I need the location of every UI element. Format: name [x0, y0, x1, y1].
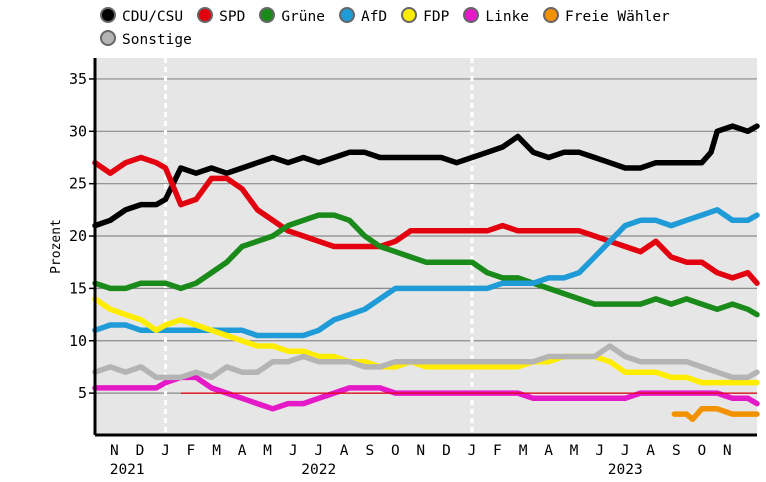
series-line-grüne	[92, 212, 760, 318]
x-tick-label: F	[187, 443, 196, 459]
x-tick-label: A	[340, 443, 349, 459]
legend-swatch	[100, 30, 116, 46]
x-tick-label: J	[595, 443, 604, 459]
x-tick-label: O	[391, 443, 400, 459]
legend-label: Sonstige	[122, 32, 192, 48]
legend-item: Sonstige	[100, 29, 192, 52]
x-tick-label: F	[493, 443, 502, 459]
series-line-fdp	[92, 296, 760, 386]
series	[92, 123, 760, 423]
y-axis-label: Prozent	[49, 219, 64, 274]
x-tick-label: J	[161, 443, 170, 459]
x-tick-label: M	[570, 443, 579, 459]
legend-label: FDP	[423, 9, 450, 25]
x-tick-label: J	[621, 443, 630, 459]
x-tick-label: J	[289, 443, 298, 459]
x-tick-label: M	[212, 443, 221, 459]
year-label: 2023	[608, 462, 643, 478]
legend-item: FDP	[401, 6, 449, 29]
y-tick-label: 15	[69, 279, 87, 297]
y-tick-label: 20	[69, 227, 87, 245]
year-label: 2022	[301, 462, 336, 478]
legend-label: AfD	[360, 9, 388, 25]
y-tick-label: 35	[69, 70, 87, 88]
legend-label: CDU/CSU	[122, 9, 184, 25]
x-tick-label: S	[672, 443, 681, 459]
x-tick-label: S	[366, 443, 375, 459]
legend-label: Linke	[485, 9, 530, 25]
y-tick-label: 10	[69, 332, 87, 350]
y-tick-label: 5	[78, 384, 87, 402]
x-tick-label: N	[110, 443, 119, 459]
series-line-freie-wähler	[671, 406, 760, 423]
x-tick-label: M	[263, 443, 272, 459]
x-tick-label: A	[646, 443, 655, 459]
series-line-spd	[92, 154, 760, 286]
legend-swatch	[338, 7, 355, 23]
legend-swatch	[100, 7, 116, 23]
series-line-afd	[92, 207, 760, 339]
legend-item: AfD	[338, 6, 388, 29]
legend-label: Freie Wähler	[565, 9, 670, 25]
x-tick-label: A	[544, 443, 553, 459]
legend-item: Linke	[463, 6, 529, 29]
legend-swatch	[197, 7, 214, 23]
legend-swatch	[259, 7, 276, 23]
x-tick-label: O	[697, 443, 706, 459]
y-tick-label: 30	[69, 122, 87, 140]
legend-label: Grüne	[281, 9, 325, 25]
x-tick-label: N	[723, 443, 732, 459]
legend-item: CDU/CSU	[100, 6, 183, 29]
legend-label: SPD	[219, 9, 246, 25]
x-tick-label: D	[136, 443, 145, 459]
series-line-sonstige	[92, 343, 760, 381]
legend: CDU/CSU SPD Grüne AfD FDP Linke Freie Wähler So…	[100, 6, 760, 52]
x-tick-label: J	[468, 443, 477, 459]
legend-swatch	[401, 7, 418, 23]
x-tick-label: A	[238, 443, 247, 459]
x-tick-label: J	[314, 443, 323, 459]
year-label: 2021	[110, 462, 145, 478]
legend-swatch	[463, 7, 480, 23]
x-tick-label: N	[416, 443, 425, 459]
legend-item: Freie Wähler	[543, 6, 670, 29]
legend-item: Grüne	[259, 6, 325, 29]
x-tick-label: D	[442, 443, 451, 459]
legend-item: SPD	[197, 6, 245, 29]
legend-swatch	[543, 7, 560, 23]
series-line-cdu-csu	[92, 123, 760, 229]
x-tick-label: M	[519, 443, 528, 459]
y-tick-label: 25	[69, 175, 87, 193]
